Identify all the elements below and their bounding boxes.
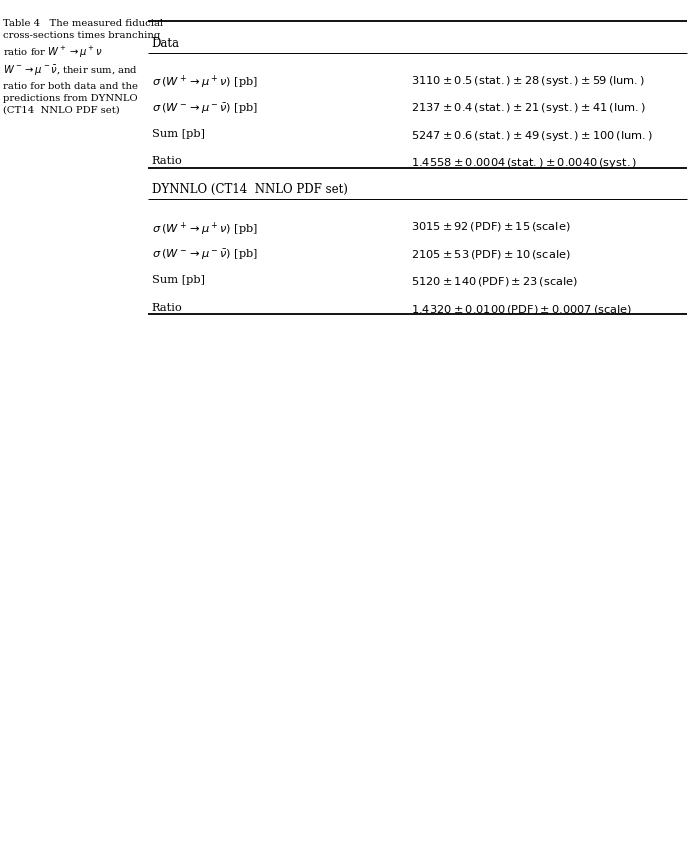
Text: $2137 \pm 0.4\,(\mathrm{stat.}) \pm 21\,(\mathrm{syst.}) \pm 41\,(\mathrm{lum.}): $2137 \pm 0.4\,(\mathrm{stat.}) \pm 21\,… bbox=[411, 102, 645, 115]
Text: Sum [pb]: Sum [pb] bbox=[152, 129, 205, 139]
Text: Table 4   The measured fiducial
cross-sections times branching
ratio for $W^+ \r: Table 4 The measured fiducial cross-sect… bbox=[3, 19, 164, 115]
Text: Data: Data bbox=[152, 37, 180, 50]
Text: $1.4320 \pm 0.0100\,(\mathrm{PDF}) \pm 0.0007\,(\mathrm{scale})$: $1.4320 \pm 0.0100\,(\mathrm{PDF}) \pm 0… bbox=[411, 303, 632, 316]
Text: $2105 \pm 53\,(\mathrm{PDF}) \pm 10\,(\mathrm{scale})$: $2105 \pm 53\,(\mathrm{PDF}) \pm 10\,(\m… bbox=[411, 248, 571, 261]
Text: Ratio: Ratio bbox=[152, 303, 183, 313]
Text: $5247 \pm 0.6\,(\mathrm{stat.}) \pm 49\,(\mathrm{syst.}) \pm 100\,(\mathrm{lum.}: $5247 \pm 0.6\,(\mathrm{stat.}) \pm 49\,… bbox=[411, 129, 653, 143]
Text: Sum [pb]: Sum [pb] bbox=[152, 275, 205, 285]
Text: $3015 \pm 92\,(\mathrm{PDF}) \pm 15\,(\mathrm{scale})$: $3015 \pm 92\,(\mathrm{PDF}) \pm 15\,(\m… bbox=[411, 220, 570, 233]
Text: $\sigma\,(W^+ \rightarrow \mu^+\nu)$ [pb]: $\sigma\,(W^+ \rightarrow \mu^+\nu)$ [pb… bbox=[152, 74, 258, 91]
Text: $\sigma\,(W^- \rightarrow \mu^-\bar{\nu})$ [pb]: $\sigma\,(W^- \rightarrow \mu^-\bar{\nu}… bbox=[152, 102, 258, 116]
Text: $\sigma\,(W^+ \rightarrow \mu^+\nu)$ [pb]: $\sigma\,(W^+ \rightarrow \mu^+\nu)$ [pb… bbox=[152, 220, 258, 238]
Text: Ratio: Ratio bbox=[152, 157, 183, 167]
Text: $\sigma\,(W^- \rightarrow \mu^-\bar{\nu})$ [pb]: $\sigma\,(W^- \rightarrow \mu^-\bar{\nu}… bbox=[152, 248, 258, 262]
Text: DYNNLO (CT14  NNLO PDF set): DYNNLO (CT14 NNLO PDF set) bbox=[152, 184, 348, 196]
Text: $5120 \pm 140\,(\mathrm{PDF}) \pm 23\,(\mathrm{scale})$: $5120 \pm 140\,(\mathrm{PDF}) \pm 23\,(\… bbox=[411, 275, 578, 288]
Text: $1.4558 \pm 0.0004\,(\mathrm{stat.}) \pm 0.0040\,(\mathrm{syst.})$: $1.4558 \pm 0.0004\,(\mathrm{stat.}) \pm… bbox=[411, 157, 637, 170]
Text: $3110 \pm 0.5\,(\mathrm{stat.}) \pm 28\,(\mathrm{syst.}) \pm 59\,(\mathrm{lum.}): $3110 \pm 0.5\,(\mathrm{stat.}) \pm 28\,… bbox=[411, 74, 644, 88]
